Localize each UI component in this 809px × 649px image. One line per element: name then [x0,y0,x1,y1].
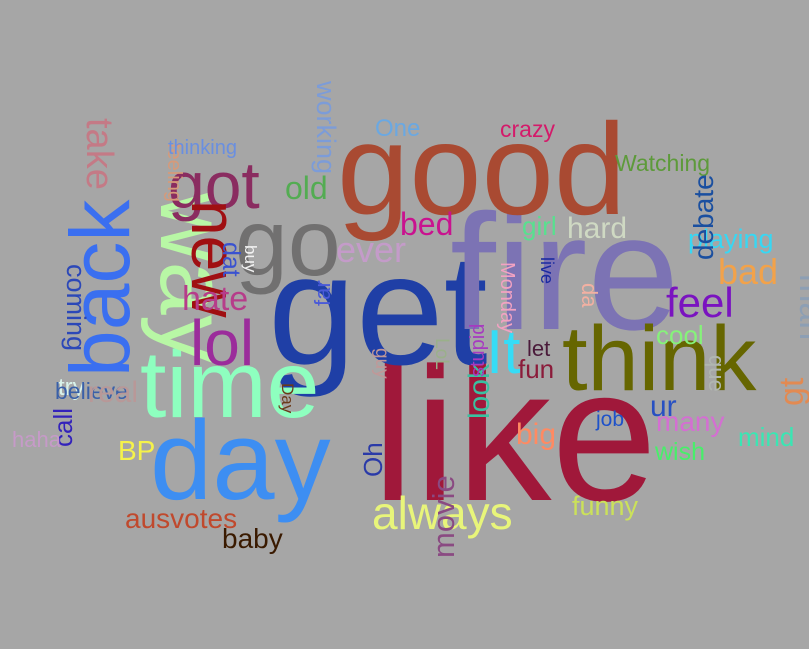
word-oh: Oh [358,442,388,477]
word-que: que [704,355,729,392]
word-ur: ur [650,390,677,423]
word-funny: funny [572,491,639,521]
word-old: old [285,170,328,206]
word-go: go [235,190,341,296]
word-think: think [562,308,757,410]
word-fun: fun [518,354,555,384]
word-thinking: thinking [168,137,237,159]
word-gt: gt [773,377,809,406]
word-haha: haha [12,427,61,452]
word-playing: playing [688,224,774,254]
word-believe: believe [55,378,128,404]
word-mind: mind [738,422,795,452]
word-feel: feel [666,279,734,326]
word-ever: ever [336,229,407,270]
word-cool: cool [656,320,704,350]
word-fire: fire [450,180,680,364]
word-one: One [375,115,421,142]
word-wish: wish [655,438,706,466]
word-bad: bad [718,251,779,292]
word-hate: hate [182,280,249,318]
word-good: good [337,96,627,242]
word-it: It [486,318,521,387]
word-coming: coming [61,264,91,352]
word-get: get [268,222,488,398]
word-dat: dat [217,242,245,277]
word-take: take [78,118,120,190]
word-like: like [372,329,658,541]
word-monday: Monday [496,262,518,334]
word-time: time [140,332,320,438]
word-many: many [656,406,725,437]
word-watching: Watching [615,150,711,176]
word-girl: girl [522,211,557,241]
word-try: try [58,374,85,401]
word-guy: guy [371,348,392,379]
word-big: big [516,418,557,451]
word-ausvotes: ausvotes [125,503,238,534]
word-far: far [310,280,335,306]
word-day-small: Day [278,383,297,414]
word-debate: debate [688,174,719,260]
word-movie: movie [426,475,461,558]
word-bed: bed [400,206,454,242]
word-job: job [596,408,625,431]
word-baby: baby [222,523,283,554]
word-lol: lol [190,307,255,379]
word-stupid: stupid [467,323,489,377]
word-day: day [150,398,331,523]
word-let: let [527,336,551,361]
word-always: always [372,487,513,539]
word-man: man [792,274,809,341]
word-working: working [311,81,341,175]
word-live: live [537,257,557,285]
word-bp: BP [118,435,156,466]
word-real: real [88,376,139,409]
word-crazy: crazy [500,116,555,142]
word-hard: hard [567,212,628,245]
word-da: da [577,283,602,308]
word-lol-small: LoL [431,338,452,370]
word-got: got [168,148,260,222]
